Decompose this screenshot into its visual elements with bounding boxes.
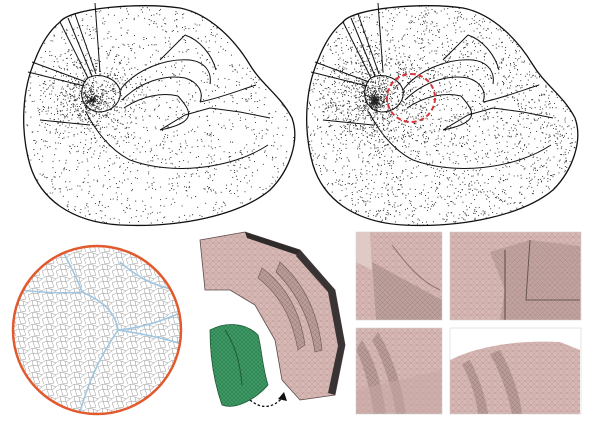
closeup-top-left [355,231,443,321]
mesh-3d-part-panel [199,231,346,407]
groove-1 [257,267,306,351]
domain-outline-left [23,5,296,227]
highlight-circle [386,73,436,123]
zoom-circle-panel [11,244,183,416]
feature-curves-right [310,2,554,169]
green-piece-crease [224,329,243,386]
sample-points-right [307,5,578,226]
closeup-top-right [449,231,582,321]
closeup-bottom-right [449,327,582,415]
sample-points-left [24,5,295,226]
domain-outline-right [306,5,579,227]
mesh-points-left-panel [23,2,296,227]
arrow-head [278,392,287,401]
mesh-closeups-panel [355,231,582,415]
polygon-mesh [13,246,181,414]
feature-curves-left [27,2,271,169]
dotted-arrow [249,395,285,407]
closeup-bottom-left [355,327,443,415]
mesh-points-right-panel [306,2,579,227]
pink-block-dark-side [296,250,345,395]
groove-2 [275,261,323,353]
zoom-ring [11,244,183,416]
pink-block-top-edge [245,232,300,256]
